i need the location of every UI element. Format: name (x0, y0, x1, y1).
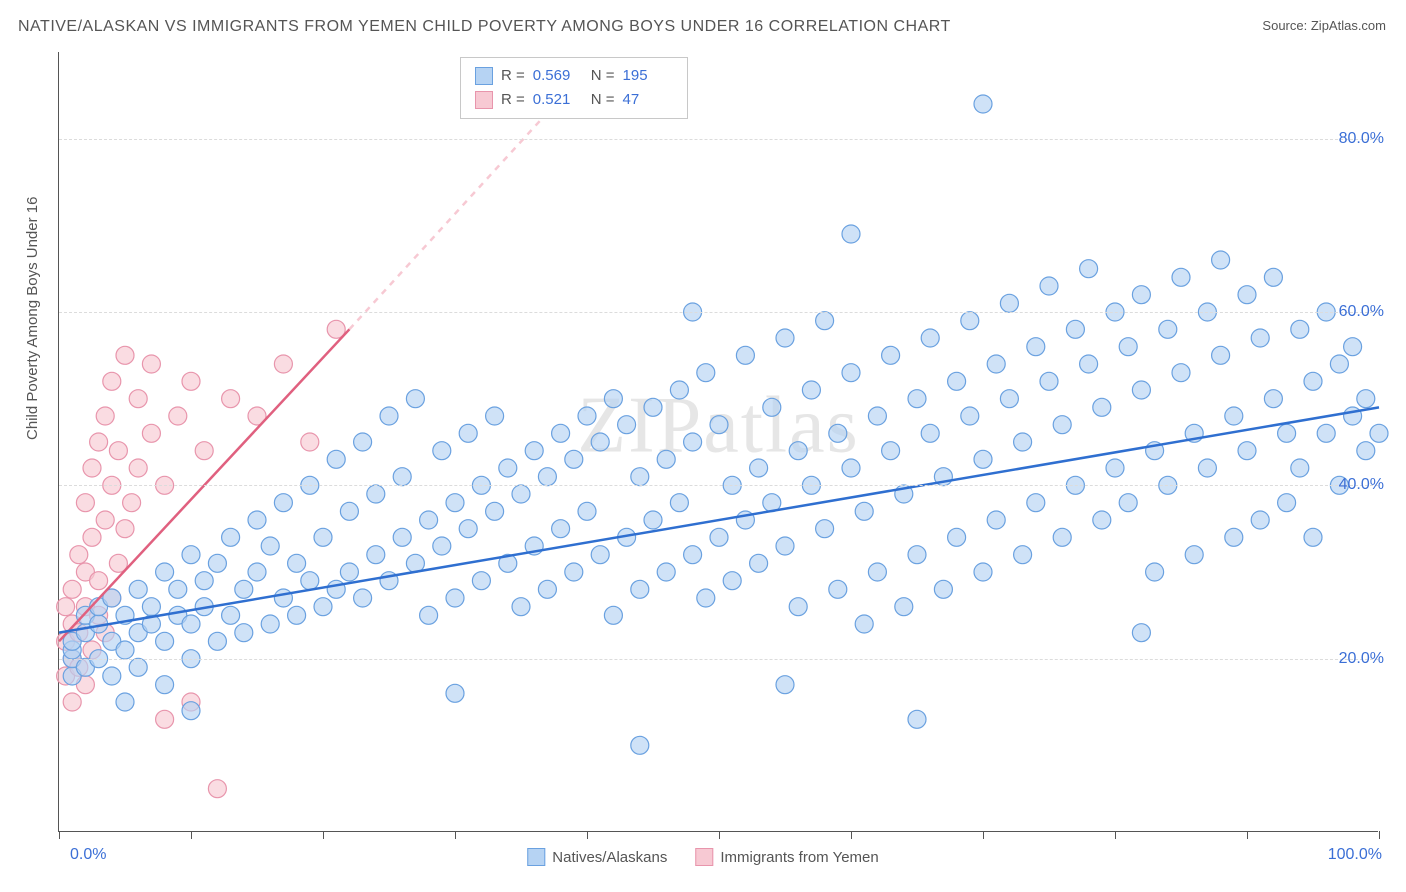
stats-legend-box: R = 0.569 N = 195 R = 0.521 N = 47 (460, 57, 688, 119)
legend-item-b: Immigrants from Yemen (695, 848, 878, 866)
gridline (59, 659, 1378, 660)
stats-row-b: R = 0.521 N = 47 (475, 88, 673, 112)
x-tick (323, 831, 324, 839)
x-tick (1379, 831, 1380, 839)
x-tick (851, 831, 852, 839)
x-tick (191, 831, 192, 839)
y-axis-label: Child Poverty Among Boys Under 16 (24, 197, 41, 440)
swatch-pink-icon (695, 848, 713, 866)
gridline (59, 485, 1378, 486)
y-tick-label: 40.0% (1339, 476, 1384, 494)
legend-item-a: Natives/Alaskans (527, 848, 667, 866)
plot-area: ZIPatlas (58, 52, 1378, 832)
y-tick-label: 80.0% (1339, 130, 1384, 148)
x-tick (587, 831, 588, 839)
swatch-blue-icon (527, 848, 545, 866)
x-tick (983, 831, 984, 839)
x-max-label: 100.0% (1328, 846, 1382, 864)
source-label: Source: ZipAtlas.com (1262, 18, 1386, 33)
gridline (59, 139, 1378, 140)
y-tick-label: 60.0% (1339, 303, 1384, 321)
x-tick (59, 831, 60, 839)
y-tick-label: 20.0% (1339, 650, 1384, 668)
stats-row-a: R = 0.569 N = 195 (475, 64, 673, 88)
x-tick (1115, 831, 1116, 839)
chart-svg (59, 52, 1378, 831)
x-tick (455, 831, 456, 839)
gridline (59, 312, 1378, 313)
x-tick (719, 831, 720, 839)
bottom-legend: Natives/Alaskans Immigrants from Yemen (527, 848, 878, 866)
swatch-pink-icon (475, 91, 493, 109)
x-tick (1247, 831, 1248, 839)
swatch-blue-icon (475, 67, 493, 85)
x-min-label: 0.0% (70, 846, 106, 864)
chart-title: NATIVE/ALASKAN VS IMMIGRANTS FROM YEMEN … (18, 18, 951, 36)
